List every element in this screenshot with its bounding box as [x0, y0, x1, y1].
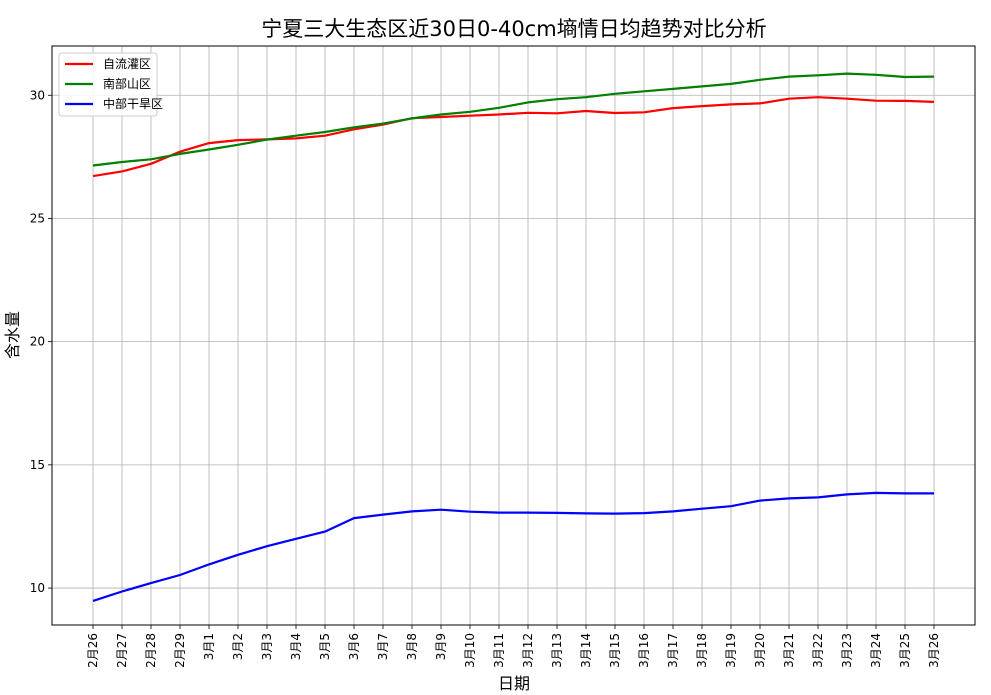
- x-tick-label: 3月2: [231, 633, 245, 660]
- series-line-0: [92, 96, 935, 178]
- x-tick-label: 3月23: [840, 633, 854, 668]
- x-tick-label: 3月13: [550, 633, 564, 668]
- x-tick-label: 3月7: [376, 633, 390, 660]
- x-tick-label: 3月18: [695, 633, 709, 668]
- x-tick-label: 3月24: [869, 633, 883, 668]
- x-tick-label: 3月21: [782, 633, 796, 668]
- y-tick-label: 25: [30, 211, 45, 225]
- series-line-1: [92, 72, 935, 167]
- y-tick-label: 20: [30, 335, 45, 349]
- grid: [52, 46, 975, 625]
- series-line-2: [92, 491, 934, 602]
- x-axis-label: 日期: [498, 674, 530, 693]
- y-tick-label: 10: [30, 581, 45, 595]
- x-tick-label: 3月8: [405, 633, 419, 660]
- x-tick-label: 3月17: [666, 633, 680, 668]
- x-tick-label: 2月26: [86, 633, 100, 668]
- y-tick-label: 15: [30, 458, 45, 472]
- x-tick-label: 3月11: [492, 633, 506, 668]
- x-tick-label: 3月12: [521, 633, 535, 668]
- y-axis-ticks: 10 15 20 25 30: [30, 88, 52, 595]
- x-tick-label: 2月28: [144, 633, 158, 668]
- x-tick-label: 3月16: [637, 633, 651, 668]
- series-layer: [92, 72, 935, 602]
- legend-label: 自流灌区: [103, 57, 151, 71]
- x-tick-label: 3月15: [608, 633, 622, 668]
- x-tick-label: 2月27: [115, 633, 129, 668]
- x-tick-label: 3月26: [927, 633, 941, 668]
- legend-frame: [58, 52, 158, 117]
- y-tick-label: 30: [30, 88, 45, 102]
- x-tick-label: 3月9: [434, 633, 448, 660]
- x-tick-label: 2月29: [173, 633, 187, 668]
- y-axis-label: 含水量: [3, 311, 22, 359]
- chart-title: 宁夏三大生态区近30日0-40cm墒情日均趋势对比分析: [261, 17, 766, 41]
- x-tick-label: 3月6: [347, 633, 361, 660]
- x-tick-label: 3月1: [202, 633, 216, 660]
- x-tick-label: 3月20: [753, 633, 767, 668]
- x-tick-label: 3月5: [318, 633, 332, 660]
- x-tick-label: 3月3: [260, 633, 274, 660]
- x-tick-label: 3月22: [811, 633, 825, 668]
- x-tick-label: 3月4: [289, 633, 303, 660]
- x-tick-label: 3月25: [898, 633, 912, 668]
- legend-label: 南部山区: [103, 76, 151, 91]
- x-tick-label: 3月10: [463, 633, 477, 668]
- plot-frame: [51, 45, 976, 626]
- x-axis-ticks: 2月26 2月27 2月28 2月29 3月1 3月2 3月3 3月4 3月5 3月6 3月7 3月8…: [86, 625, 941, 668]
- x-tick-label: 3月19: [724, 633, 738, 668]
- x-tick-label: 3月14: [579, 633, 593, 668]
- legend-label: 中部干旱区: [103, 96, 163, 111]
